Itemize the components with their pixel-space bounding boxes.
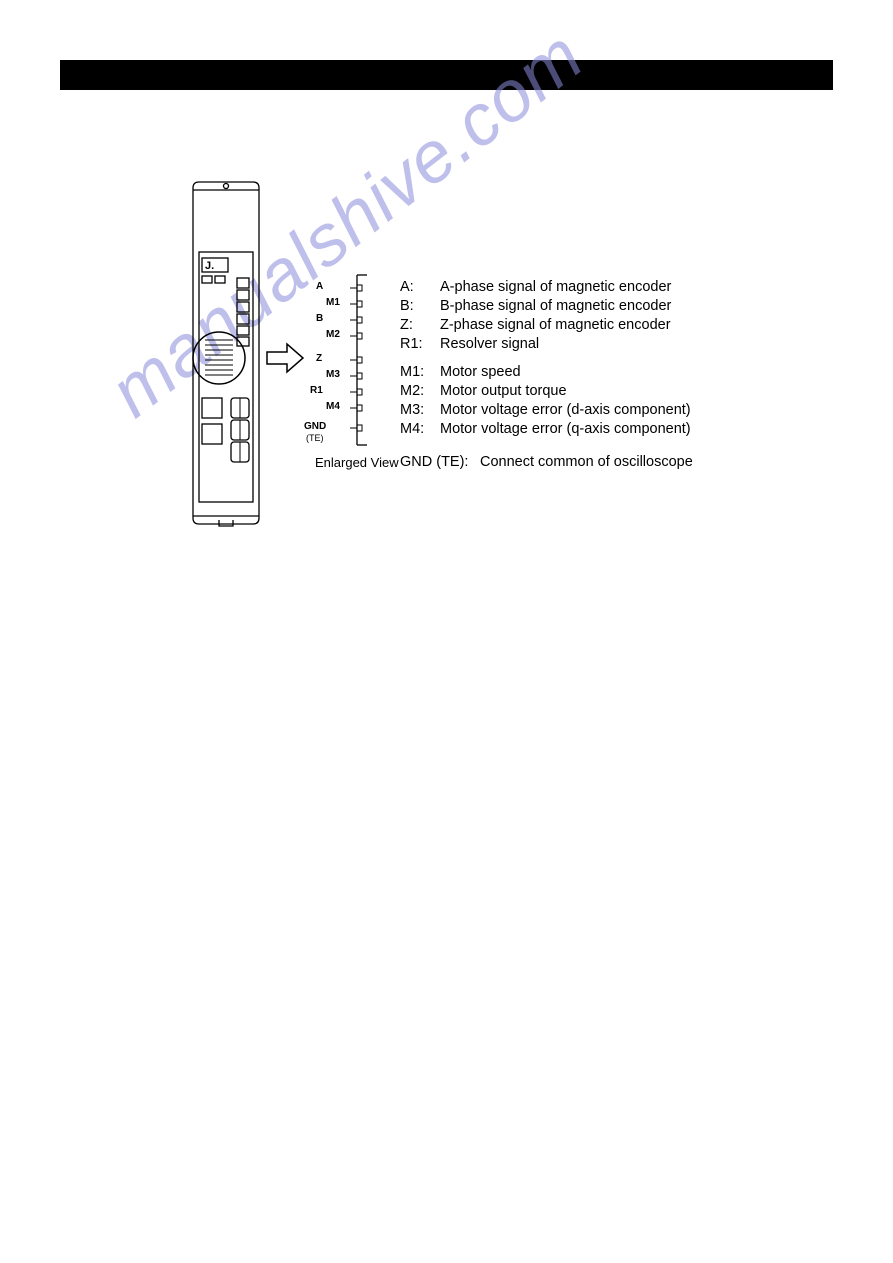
legend-block: A: A-phase signal of magnetic encoder B:… [400,278,693,472]
pin-m1: M1 [326,298,340,308]
legend-key-m3: M3: [400,401,440,420]
legend-key-a: A: [400,278,440,297]
pin-m4: M4 [326,402,340,412]
pin-m3: M3 [326,370,340,380]
legend-text-gnd: Connect common of oscilloscope [480,453,693,472]
legend-text-m3: Motor voltage error (d-axis component) [440,401,691,420]
legend-row-m3: M3: Motor voltage error (d-axis componen… [400,401,693,420]
device-j-label: J. [205,260,214,272]
pin-gnd: GND [304,422,326,432]
legend-key-m4: M4: [400,420,440,439]
legend-row-gnd: GND (TE): Connect common of oscilloscope [400,453,693,472]
pin-z: Z [316,354,322,364]
legend-row-a: A: A-phase signal of magnetic encoder [400,278,693,297]
legend-text-b: B-phase signal of magnetic encoder [440,297,671,316]
legend-text-a: A-phase signal of magnetic encoder [440,278,671,297]
legend-row-m2: M2: Motor output torque [400,382,693,401]
legend-text-z: Z-phase signal of magnetic encoder [440,316,671,335]
pin-r1: R1 [310,386,323,396]
legend-text-m1: Motor speed [440,363,521,382]
pin-te: (TE) [306,434,324,443]
legend-row-m4: M4: Motor voltage error (q-axis componen… [400,420,693,439]
legend-key-m1: M1: [400,363,440,382]
diagram-area: J. A M1 B M2 Z M3 R1 M4 GND (TE) Enlarge… [175,180,825,540]
pin-b: B [316,314,323,324]
pin-a: A [316,282,323,292]
legend-group-2: M1: Motor speed M2: Motor output torque … [400,363,693,438]
legend-row-m1: M1: Motor speed [400,363,693,382]
legend-key-z: Z: [400,316,440,335]
legend-text-m4: Motor voltage error (q-axis component) [440,420,691,439]
device-diagram: J. [175,180,395,540]
pin-m2: M2 [326,330,340,340]
legend-row-b: B: B-phase signal of magnetic encoder [400,297,693,316]
legend-key-r1: R1: [400,335,440,354]
legend-key-gnd: GND (TE): [400,453,480,472]
enlarged-view-label: Enlarged View [315,455,399,470]
legend-text-m2: Motor output torque [440,382,567,401]
legend-key-m2: M2: [400,382,440,401]
legend-group-1: A: A-phase signal of magnetic encoder B:… [400,278,693,353]
legend-text-r1: Resolver signal [440,335,539,354]
legend-row-r1: R1: Resolver signal [400,335,693,354]
legend-key-b: B: [400,297,440,316]
header-black-bar [60,60,833,90]
legend-row-z: Z: Z-phase signal of magnetic encoder [400,316,693,335]
